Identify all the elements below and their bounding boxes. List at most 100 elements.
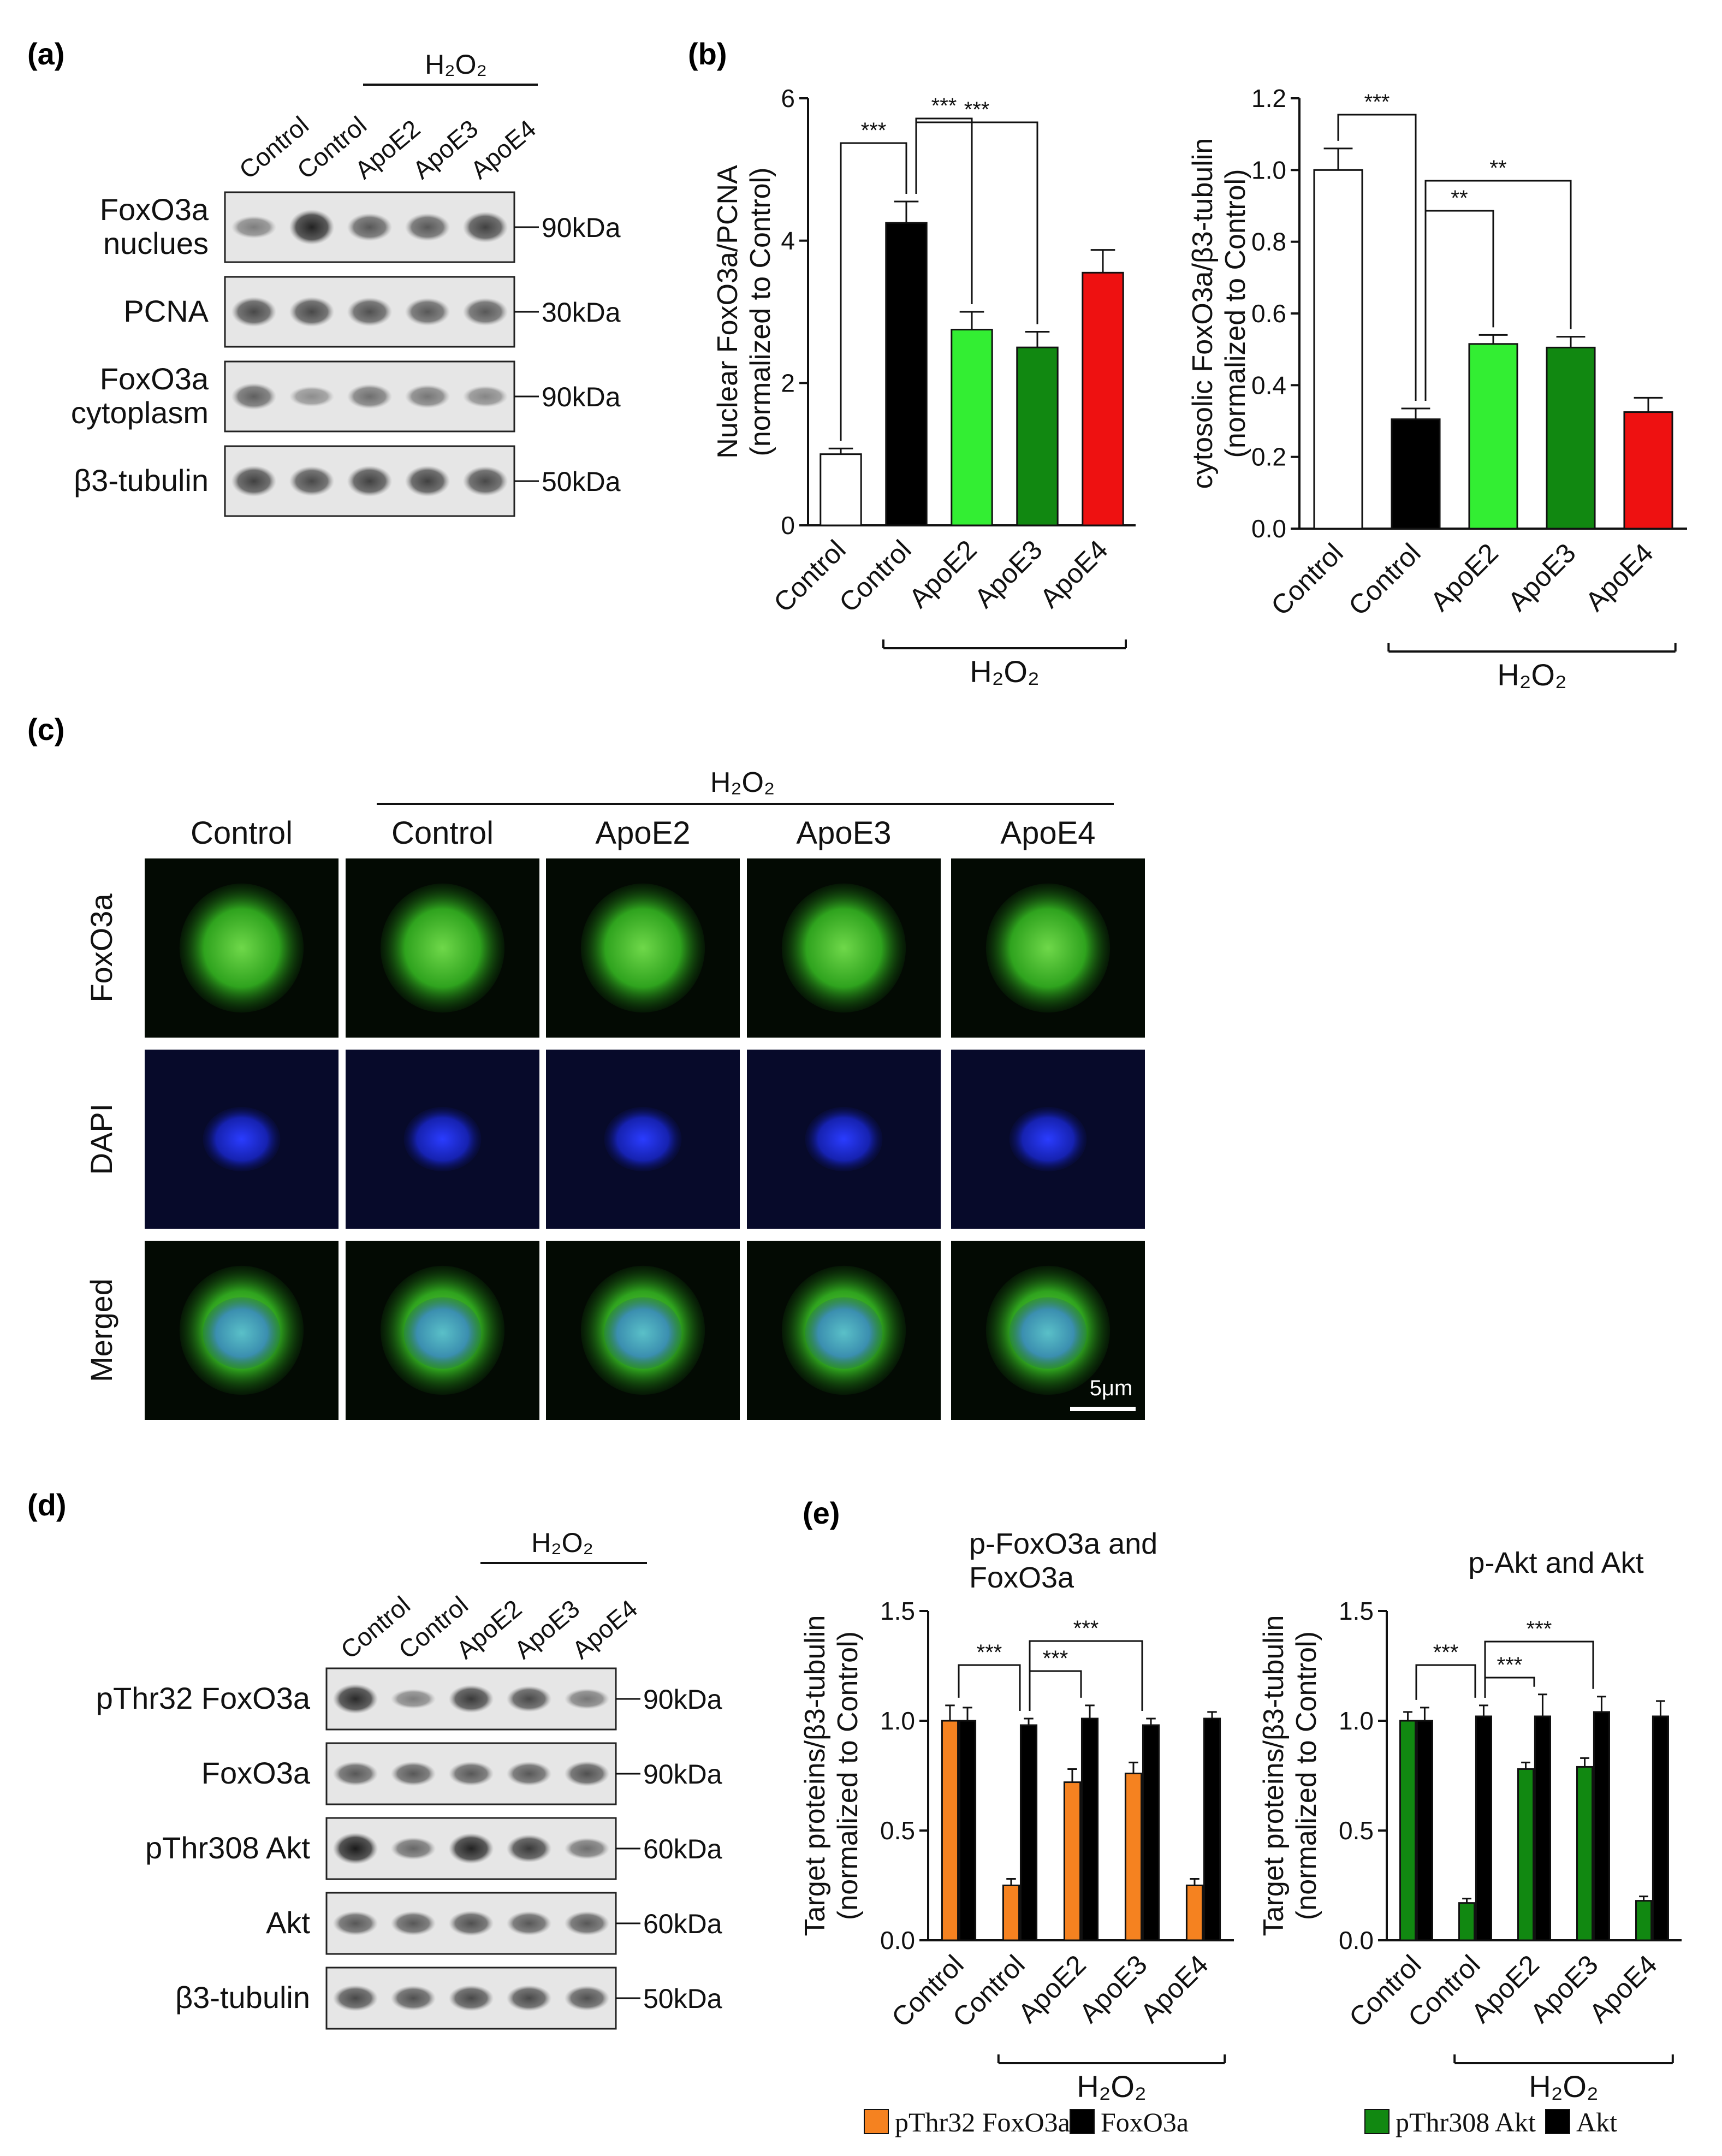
chart-p-foxo3a: 0.0 0.5 1.0 1.5 Target proteins/β3-tubulin (n… xyxy=(799,1527,1234,2137)
bar xyxy=(1593,1711,1610,1941)
x-tick-label: Control xyxy=(833,534,917,618)
micrograph-cell xyxy=(546,858,740,1038)
significance-mark: *** xyxy=(1043,1646,1068,1671)
lane-label: ApoE3 xyxy=(509,1594,585,1665)
h2o2-label-d: H₂O₂ xyxy=(531,1527,593,1558)
significance-mark: *** xyxy=(1073,1616,1099,1640)
blot-band xyxy=(506,1761,552,1786)
significance-mark: ** xyxy=(1489,156,1506,180)
bar xyxy=(1002,1885,1020,1941)
y-tick-label: 0.8 xyxy=(1251,228,1286,256)
blot-band xyxy=(231,383,277,410)
legend-swatch xyxy=(1364,2109,1390,2134)
blot-label: β3-tubulin xyxy=(175,1980,310,2015)
bar xyxy=(1458,1902,1476,1941)
significance-mark: *** xyxy=(861,119,887,143)
blot-band xyxy=(564,1838,610,1859)
micrograph-cell xyxy=(747,1050,941,1229)
blot-band xyxy=(347,384,393,409)
micrograph-cell xyxy=(747,1241,941,1420)
group-label: H₂O₂ xyxy=(1077,2069,1146,2104)
panel-label-e: (e) xyxy=(803,1496,840,1530)
blot-row: Akt 60kDa xyxy=(266,1892,722,1955)
blot-band xyxy=(332,1761,378,1786)
x-tick-label: Control xyxy=(768,534,852,618)
micrograph-cell xyxy=(747,858,941,1038)
blot-band xyxy=(448,1910,494,1936)
bar xyxy=(1576,1766,1594,1941)
bar xyxy=(1635,1900,1653,1941)
row-label: FoxO3a xyxy=(84,893,118,1003)
legend-swatch xyxy=(1545,2109,1570,2134)
y-axis-label: (normalized to Control) xyxy=(1291,1631,1322,1920)
legend-label: pThr308 Akt xyxy=(1396,2107,1536,2137)
micrograph-cell xyxy=(951,1050,1145,1229)
bar xyxy=(1416,1720,1433,1941)
blot-band xyxy=(462,298,508,326)
bar xyxy=(1063,1781,1082,1941)
cell-nucleus xyxy=(403,1297,482,1369)
micrograph-cell xyxy=(346,1050,539,1229)
bar xyxy=(1019,1724,1038,1941)
bar xyxy=(951,329,993,526)
y-tick-label: 1.2 xyxy=(1251,84,1286,112)
cell-nucleus xyxy=(403,1106,482,1172)
group-label: H₂O₂ xyxy=(1529,2069,1598,2104)
significance-bracket xyxy=(1424,180,1572,401)
y-axis-label: (normalized to Control) xyxy=(832,1631,864,1920)
chart-title: FoxO3a xyxy=(969,1561,1074,1594)
blot-band xyxy=(390,1911,436,1936)
legend-swatch xyxy=(1070,2109,1095,2134)
h2o2-label-c: H₂O₂ xyxy=(710,767,775,798)
blot-label: FoxO3a xyxy=(201,1756,311,1790)
bar xyxy=(1468,343,1518,530)
significance-mark: *** xyxy=(1364,90,1390,114)
blot-label: FoxO3a xyxy=(100,192,209,227)
mw-marker: 90kDa xyxy=(542,382,621,412)
h2o2-label: H₂O₂ xyxy=(425,49,487,80)
mw-marker: 90kDa xyxy=(643,1684,722,1715)
blot-band xyxy=(506,1834,552,1863)
legend-label: pThr32 FoxO3a xyxy=(895,2107,1070,2137)
bar xyxy=(1391,418,1441,530)
panel-label-d: (d) xyxy=(27,1488,67,1522)
blot-label: pThr32 FoxO3a xyxy=(96,1681,311,1715)
micrograph-cell xyxy=(546,1241,740,1420)
bar xyxy=(1124,1772,1143,1941)
bar xyxy=(1185,1885,1204,1941)
column-header: ApoE4 xyxy=(1000,815,1095,851)
y-tick-label: 0.5 xyxy=(1339,1816,1374,1845)
y-axis-label: Nuclear FoxO3a/PCNA xyxy=(712,165,744,459)
y-axis-label: (normalized to Control) xyxy=(1220,169,1251,458)
x-tick-label: ApoE4 xyxy=(1583,1949,1663,2029)
y-tick-label: 0.6 xyxy=(1251,299,1286,328)
mw-marker: 90kDa xyxy=(542,212,621,243)
cell-body xyxy=(380,883,505,1013)
panel-label-c: (c) xyxy=(27,712,64,747)
blot-band xyxy=(462,386,508,407)
mw-marker: 50kDa xyxy=(542,466,621,497)
blot-band xyxy=(231,297,277,327)
blot-band xyxy=(506,1685,552,1713)
column-header: ApoE3 xyxy=(796,815,891,851)
bar xyxy=(820,453,862,526)
blot-band xyxy=(462,466,508,496)
blot-band xyxy=(564,1761,610,1787)
blot-band xyxy=(506,1911,552,1936)
micrograph-cell xyxy=(951,858,1145,1038)
cell-nucleus xyxy=(1009,1297,1087,1369)
blot-label: FoxO3a xyxy=(100,362,209,396)
significance-bracket xyxy=(840,142,907,441)
bar xyxy=(1313,169,1363,530)
significance-mark: ** xyxy=(1451,186,1468,210)
blot-row: pThr32 FoxO3a 90kDa xyxy=(96,1667,722,1731)
scale-bar-label: 5μm xyxy=(1090,1376,1133,1400)
